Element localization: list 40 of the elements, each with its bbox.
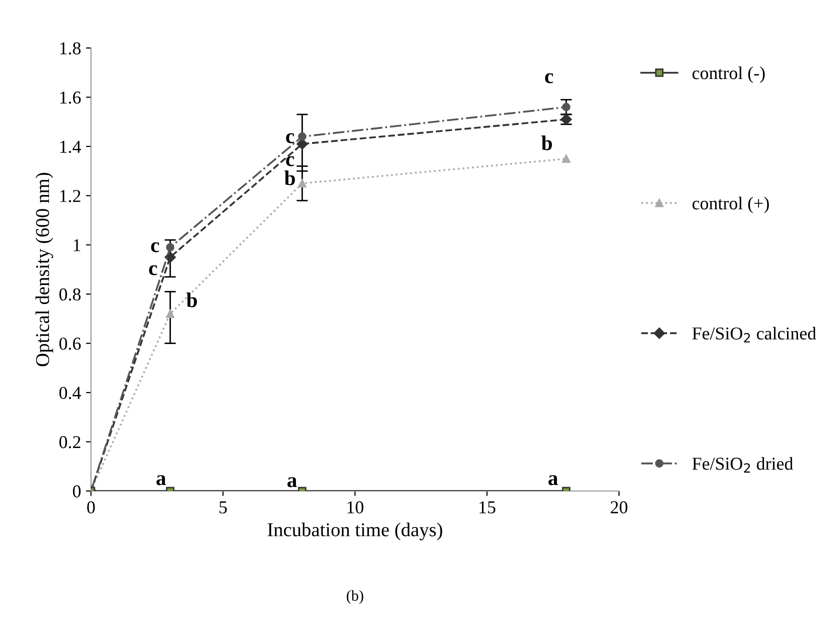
point	[164, 252, 176, 263]
y-tick-label: 1.8	[60, 42, 81, 55]
x-tick-label: 5	[220, 501, 227, 514]
y-axis-title: Optical density (600 nm)	[35, 172, 54, 366]
y-tick-label: 1	[74, 239, 80, 252]
annotation: a	[548, 475, 558, 486]
legend-label: Fe/SiO$_{2}$ dried	[692, 457, 794, 473]
point	[166, 243, 174, 252]
annotation: c	[545, 73, 554, 84]
legend-label: control (+)	[692, 196, 769, 214]
legend-label: Fe/SiO$_{2}$ calcined	[692, 326, 816, 342]
point	[562, 102, 570, 112]
y-tick-label: 1.4	[60, 140, 81, 153]
y-tick-label: 0.6	[59, 338, 81, 350]
legend-label: control (-)	[692, 66, 765, 83]
point	[298, 179, 306, 188]
annotation: b	[284, 170, 295, 186]
y-tick-label: 0.8	[59, 288, 81, 301]
annotation: c	[286, 156, 294, 166]
y-tick-label: 0.4	[59, 386, 81, 400]
annotation: a	[287, 477, 297, 488]
annotation: b	[186, 292, 197, 308]
annotation: c	[286, 133, 294, 144]
y-tick-label: 0	[72, 485, 81, 498]
point	[298, 132, 306, 141]
x-tick-label: 15	[480, 501, 496, 514]
x-tick-label: 10	[348, 501, 364, 514]
y-tick-label: 1.6	[60, 92, 81, 104]
annotation: c	[149, 265, 158, 276]
text: (b)	[346, 590, 364, 604]
annotation: b	[541, 136, 552, 150]
point	[562, 154, 570, 163]
y-tick-label: 0.2	[59, 436, 80, 448]
x-axis-title: Incubation time (days)	[268, 522, 442, 540]
y-tick-label: 1.2	[60, 190, 80, 202]
annotation: a	[156, 475, 166, 486]
point	[166, 310, 174, 318]
annotation: c	[151, 242, 160, 252]
x-tick-label: 0	[87, 501, 95, 514]
x-tick-label: 20	[610, 501, 628, 514]
